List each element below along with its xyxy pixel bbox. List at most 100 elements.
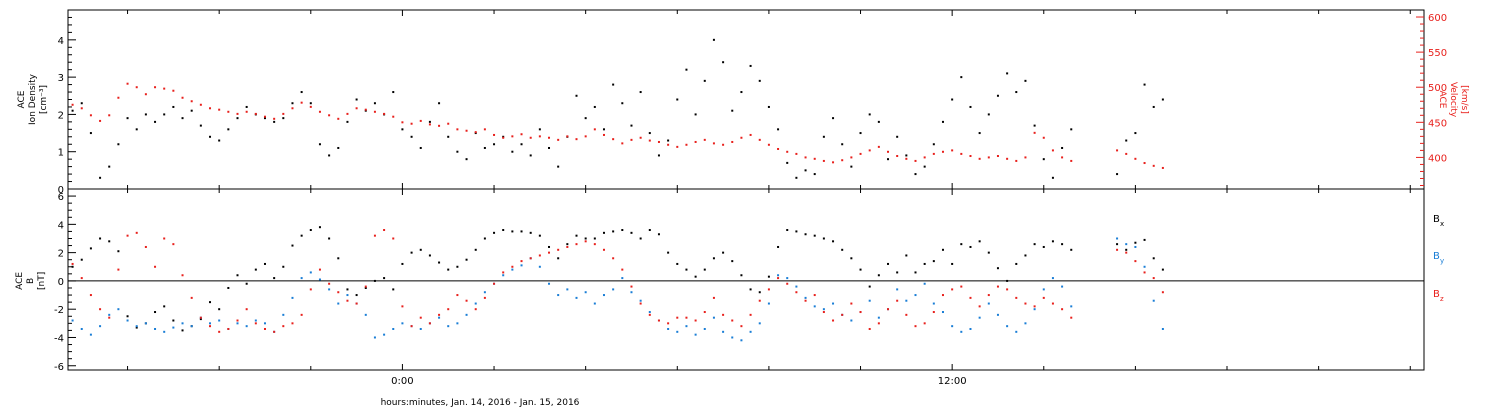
bz-point [511, 265, 514, 268]
by-point [511, 268, 514, 271]
density-point [978, 132, 981, 135]
y-tick-label-mag: 4 [58, 220, 64, 231]
density-point [227, 128, 230, 131]
density-point [703, 79, 706, 82]
by-point [639, 299, 642, 302]
velocity-point [99, 119, 102, 122]
velocity-point [593, 128, 596, 131]
velocity-point [941, 150, 944, 153]
bz-point [657, 319, 660, 322]
bz-point [951, 288, 954, 291]
by-point [318, 278, 321, 281]
bx-point [978, 240, 981, 243]
y-tick-label-mag: -4 [54, 333, 64, 344]
bx-point [346, 288, 349, 291]
density-point [969, 105, 972, 108]
by-point [245, 325, 248, 328]
density-point [209, 135, 212, 138]
bz-point [557, 248, 560, 251]
velocity-point [383, 112, 386, 115]
velocity-point [190, 100, 193, 103]
velocity-point [657, 140, 660, 143]
bx-point [309, 229, 312, 232]
by-point [1161, 327, 1164, 330]
density-point [1024, 79, 1027, 82]
velocity-point [154, 86, 157, 89]
by-point [1061, 285, 1064, 288]
bx-point [1134, 241, 1137, 244]
density-point [483, 146, 486, 149]
velocity-point [951, 149, 954, 152]
density-point [71, 109, 74, 112]
bz-point [273, 330, 276, 333]
bx-point [731, 260, 734, 263]
by-point [80, 327, 83, 330]
velocity-point [520, 133, 523, 136]
velocity-point [621, 142, 624, 145]
bz-point [227, 327, 230, 330]
density-point [722, 61, 725, 64]
density-point [346, 120, 349, 123]
bx-point [291, 244, 294, 247]
density-point [612, 83, 615, 86]
density-point [584, 117, 587, 120]
velocity-point [428, 123, 431, 126]
bx-point [1061, 243, 1064, 246]
bx-point [703, 268, 706, 271]
velocity-point [254, 112, 257, 115]
bz-point [483, 296, 486, 299]
bz-point [996, 285, 999, 288]
density-point [667, 139, 670, 142]
by-point [163, 330, 166, 333]
by-point [346, 294, 349, 297]
by-point [447, 325, 450, 328]
by-point [1051, 277, 1054, 280]
bz-point [850, 302, 853, 305]
density-point [1125, 139, 1128, 142]
velocity-point [786, 150, 789, 153]
magnetic-panel-frame [67, 188, 1425, 371]
velocity-point [813, 157, 816, 160]
bz-point [722, 313, 725, 316]
bx-point [263, 262, 266, 265]
y-tick-label-velocity: 600 [1428, 13, 1447, 24]
by-point [126, 319, 129, 322]
by-point [813, 305, 816, 308]
density-point [108, 165, 111, 168]
bz-point [465, 299, 468, 302]
density-axis-title-line: [cm⁻³] [39, 85, 49, 114]
by-point [731, 336, 734, 339]
bz-point [1024, 302, 1027, 305]
by-point [740, 339, 743, 342]
density-point [218, 139, 221, 142]
velocity-point [703, 138, 706, 141]
by-point [969, 327, 972, 330]
y-tick-label-density: 3 [58, 73, 64, 84]
bx-point [1051, 240, 1054, 243]
density-point [456, 150, 459, 153]
bx-point [777, 245, 780, 248]
velocity-point [1015, 159, 1018, 162]
bx-point [474, 248, 477, 251]
density-point [648, 132, 651, 135]
velocity-point [905, 157, 908, 160]
bx-point [1015, 262, 1018, 265]
density-point [493, 143, 496, 146]
bz-point [639, 302, 642, 305]
density-point [740, 91, 743, 94]
bz-point [364, 285, 367, 288]
density-point [868, 113, 871, 116]
by-point [1152, 299, 1155, 302]
bz-point [731, 319, 734, 322]
velocity-point [1051, 149, 1054, 152]
bz-point [520, 260, 523, 263]
bz-point [777, 277, 780, 280]
velocity-point [291, 107, 294, 110]
by-point [758, 322, 761, 325]
velocity-point [456, 128, 459, 131]
bx-point [355, 294, 358, 297]
density-point [767, 105, 770, 108]
velocity-point [282, 112, 285, 115]
velocity-point [602, 133, 605, 136]
density-point [887, 158, 890, 161]
